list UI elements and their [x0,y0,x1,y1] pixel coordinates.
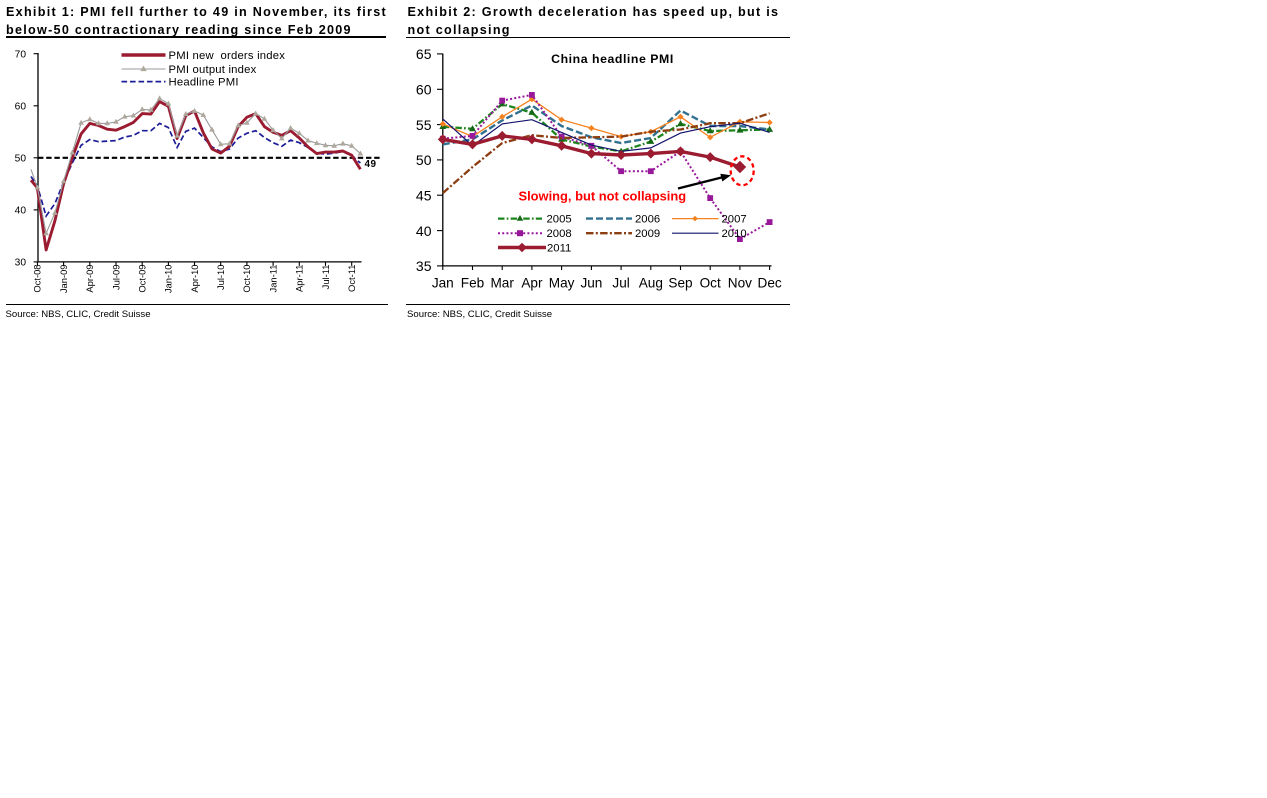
svg-text:35: 35 [416,258,432,274]
svg-text:50: 50 [15,154,27,165]
svg-text:Mar: Mar [490,276,514,291]
svg-text:30: 30 [15,258,27,269]
svg-text:China headline PMI: China headline PMI [551,52,674,66]
svg-text:50: 50 [416,152,432,168]
svg-text:Jul-10: Jul-10 [215,265,226,291]
svg-text:Jul-09: Jul-09 [110,265,121,291]
svg-text:Jan: Jan [432,276,454,291]
svg-text:Dec: Dec [758,276,782,291]
svg-text:Aug: Aug [639,276,663,291]
svg-text:2006: 2006 [635,214,660,226]
svg-text:Oct-11: Oct-11 [346,265,357,292]
svg-text:40: 40 [15,206,27,217]
svg-text:Slowing, but not collapsing: Slowing, but not collapsing [519,188,687,203]
svg-text:45: 45 [416,187,432,203]
svg-text:40: 40 [416,223,432,239]
svg-text:2009: 2009 [635,228,660,240]
svg-text:60: 60 [15,102,27,113]
svg-text:PMI output index: PMI output index [169,64,257,76]
svg-text:Jul-11: Jul-11 [320,265,331,290]
svg-text:PMI new orders index: PMI new orders index [169,50,286,62]
svg-text:Feb: Feb [461,276,484,291]
svg-text:May: May [549,276,575,291]
svg-text:2005: 2005 [547,214,572,226]
svg-text:49: 49 [365,159,377,170]
svg-text:Oct-08: Oct-08 [32,265,43,293]
svg-text:Apr-09: Apr-09 [84,265,95,293]
svg-text:Oct-09: Oct-09 [137,265,148,293]
svg-text:Apr-11: Apr-11 [294,265,305,292]
svg-text:65: 65 [416,46,432,62]
svg-text:2007: 2007 [722,214,747,226]
svg-text:70: 70 [15,49,27,60]
svg-text:55: 55 [416,117,432,133]
svg-text:Apr-10: Apr-10 [189,265,200,293]
svg-text:2008: 2008 [547,228,572,240]
svg-text:Jul: Jul [612,276,629,291]
svg-text:Sep: Sep [668,276,692,291]
svg-text:2010: 2010 [722,228,747,240]
svg-text:Jan-10: Jan-10 [163,265,174,294]
svg-text:Oct-10: Oct-10 [241,265,252,293]
svg-text:2011: 2011 [547,242,571,254]
svg-text:Jun: Jun [580,276,602,291]
svg-text:Nov: Nov [728,276,752,291]
svg-text:60: 60 [416,82,432,98]
svg-text:Jan-09: Jan-09 [58,265,69,294]
svg-text:Jan-11: Jan-11 [267,265,278,293]
svg-text:Apr: Apr [521,276,543,291]
svg-text:Oct: Oct [700,276,721,291]
svg-text:Headline PMI: Headline PMI [169,77,239,89]
